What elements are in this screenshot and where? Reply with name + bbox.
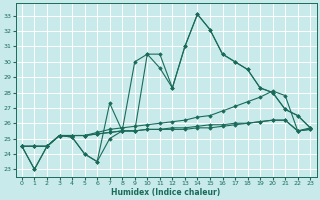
X-axis label: Humidex (Indice chaleur): Humidex (Indice chaleur) xyxy=(111,188,221,197)
